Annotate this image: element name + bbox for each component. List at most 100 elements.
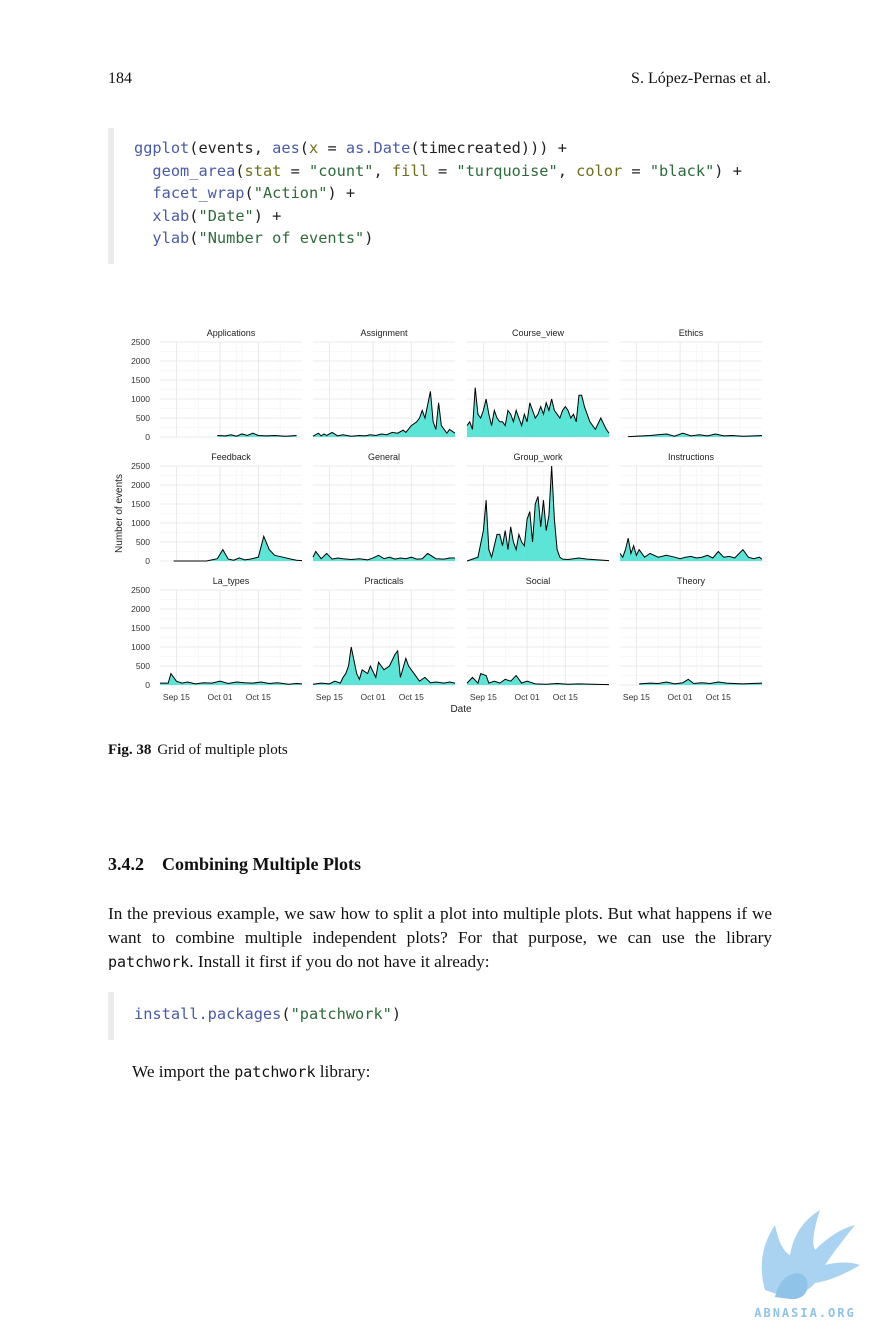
y-tick-label: 0 xyxy=(145,556,150,566)
code-token: stat xyxy=(245,162,282,180)
facet-panel: Feedback 0 500 1000 1500 2000 2500 xyxy=(131,452,302,566)
y-tick-label: 1500 xyxy=(131,499,150,509)
code-token: color xyxy=(576,162,622,180)
code-token: facet_wrap xyxy=(152,184,244,202)
code-token: (events, xyxy=(189,139,272,157)
facet-title: Applications xyxy=(207,328,256,338)
paragraph-text: library: xyxy=(315,1062,370,1081)
y-tick-label: 1500 xyxy=(131,623,150,633)
code-line: xlab("Date") + xyxy=(134,207,281,225)
code-token: geom_area xyxy=(152,162,235,180)
code-token: "Date" xyxy=(198,207,253,225)
y-tick-label: 0 xyxy=(145,680,150,690)
series-area xyxy=(313,552,455,562)
section-heading: 3.4.2 Combining Multiple Plots xyxy=(108,854,361,875)
code-token: , xyxy=(558,162,576,180)
code-token: ( xyxy=(245,184,254,202)
series-line xyxy=(639,679,762,684)
inline-code: patchwork xyxy=(234,1063,315,1081)
section-title: Combining Multiple Plots xyxy=(162,854,361,874)
code-token: "turquoise" xyxy=(456,162,557,180)
x-tick-label: Sep 15 xyxy=(470,692,497,702)
code-token: ) xyxy=(392,1005,401,1023)
facet-panel: Group_work xyxy=(467,452,609,561)
x-tick-label: Oct 01 xyxy=(668,692,693,702)
y-tick-label: 2000 xyxy=(131,480,150,490)
x-tick-label: Oct 15 xyxy=(246,692,271,702)
code-token xyxy=(134,207,152,225)
y-tick-label: 2500 xyxy=(131,337,150,347)
code-token: install.packages xyxy=(134,1005,281,1023)
figure-caption-text: Grid of multiple plots xyxy=(157,742,287,758)
code-token: xlab xyxy=(152,207,189,225)
figure-label: Fig. 38 xyxy=(108,742,151,758)
facet-panel: Social Sep 15 Oct 01 Oct 15 xyxy=(467,576,609,702)
code-token: = xyxy=(318,139,346,157)
y-tick-label: 1000 xyxy=(131,518,150,528)
y-axis-title: Number of events xyxy=(114,474,125,553)
x-tick-label: Oct 01 xyxy=(361,692,386,702)
code-token: "patchwork" xyxy=(291,1005,392,1023)
paragraph-text: . Install it first if you do not have it… xyxy=(189,952,489,971)
x-tick-label: Oct 15 xyxy=(706,692,731,702)
facet-title: Ethics xyxy=(679,328,704,338)
x-axis-title: Date xyxy=(450,704,472,715)
code-token: (timecreated))) + xyxy=(410,139,567,157)
facet-title: Theory xyxy=(677,576,706,586)
x-tick-label: Oct 15 xyxy=(399,692,424,702)
code-token: "Number of events" xyxy=(198,229,364,247)
facet-area-chart: Applications 0 500 1000 1500 2000 2500 Assignme… xyxy=(110,320,770,720)
code-token xyxy=(134,229,152,247)
facet-title: Social xyxy=(526,576,551,586)
code-token: aes xyxy=(272,139,300,157)
facet-title: Practicals xyxy=(364,576,404,586)
code-token: ( xyxy=(235,162,244,180)
code-token: ggplot xyxy=(134,139,189,157)
code-line: install.packages("patchwork") xyxy=(134,1005,401,1023)
y-tick-label: 2000 xyxy=(131,604,150,614)
code-token: "Action" xyxy=(254,184,328,202)
y-tick-label: 500 xyxy=(136,537,150,547)
figure-caption: Fig. 38 Grid of multiple plots xyxy=(108,742,288,759)
y-tick-label: 500 xyxy=(136,413,150,423)
code-token: ylab xyxy=(152,229,189,247)
code-block-install: install.packages("patchwork") xyxy=(108,992,780,1040)
section-number: 3.4.2 xyxy=(108,854,144,874)
code-token: = xyxy=(429,162,457,180)
series-line xyxy=(174,536,302,561)
code-token: = xyxy=(281,162,309,180)
code-token: ( xyxy=(300,139,309,157)
facet-panel: Applications05001000150020002500 xyxy=(131,328,302,442)
code-token: ( xyxy=(281,1005,290,1023)
y-tick-label: 1500 xyxy=(131,375,150,385)
paragraph-import: We import the patchwork library: xyxy=(132,1060,772,1084)
x-tick-label: Sep 15 xyxy=(163,692,190,702)
watermark-logo: ABNASIA.ORG xyxy=(735,1195,875,1325)
y-tick-label: 2000 xyxy=(131,356,150,366)
code-token: ) + xyxy=(714,162,742,180)
watermark-text: ABNASIA.ORG xyxy=(754,1306,855,1320)
code-token: ) + xyxy=(254,207,282,225)
facet-panel: La_types05001000150020002500Sep 15 Oct 01… xyxy=(131,576,302,702)
y-tick-label: 1000 xyxy=(131,642,150,652)
code-token xyxy=(134,184,152,202)
code-token: "count" xyxy=(309,162,373,180)
y-tick-label: 2500 xyxy=(131,585,150,595)
facet-panel: Ethics xyxy=(620,328,762,437)
bird-logo-icon xyxy=(762,1210,860,1299)
x-tick-label: Sep 15 xyxy=(623,692,650,702)
y-tick-label: 2500 xyxy=(131,461,150,471)
y-tick-label: 0 xyxy=(145,432,150,442)
code-token: "black" xyxy=(650,162,714,180)
code-token: , xyxy=(373,162,391,180)
facet-panel: Assignment xyxy=(313,328,455,437)
facet-panel: Theory Sep 15 Oct 01 Oct 15 xyxy=(620,576,762,702)
code-token: as.Date xyxy=(346,139,410,157)
facet-title: Instructions xyxy=(668,452,715,462)
code-token: x xyxy=(309,139,318,157)
facet-panel: General xyxy=(313,452,455,561)
facet-title: Feedback xyxy=(211,452,251,462)
page-number: 184 xyxy=(108,70,132,88)
code-line: geom_area(stat = "count", fill = "turquo… xyxy=(134,162,742,180)
paragraph-text: We import the xyxy=(132,1062,234,1081)
